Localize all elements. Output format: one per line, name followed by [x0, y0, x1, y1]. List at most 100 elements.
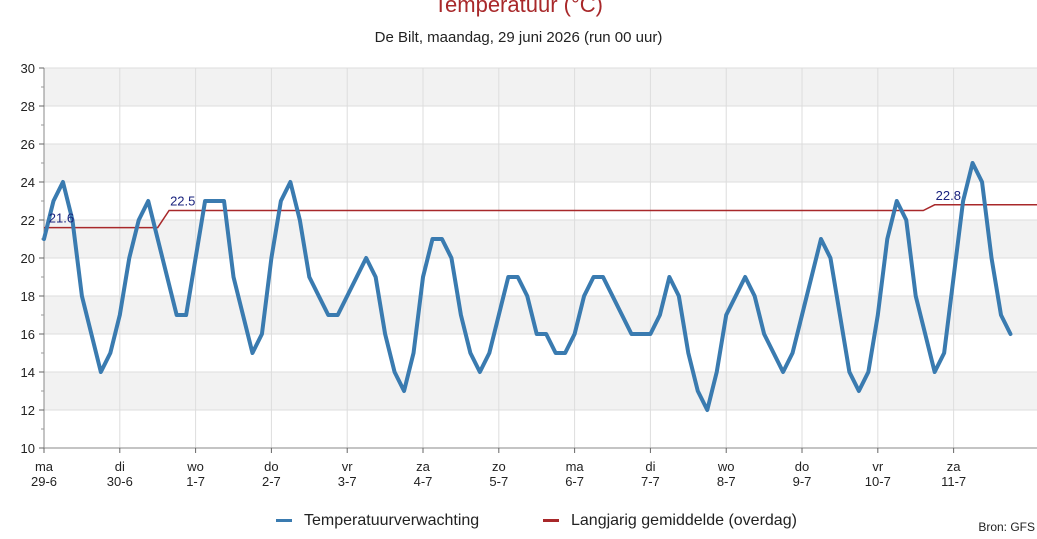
x-tick-label-day: di — [115, 459, 125, 474]
forecast-point — [232, 275, 235, 279]
average-label: 22.8 — [936, 188, 961, 203]
forecast-point — [251, 351, 254, 355]
forecast-point — [1009, 332, 1012, 336]
x-tick-label-day: vr — [872, 459, 884, 474]
forecast-point — [355, 275, 358, 279]
forecast-point — [810, 275, 813, 279]
x-tick-label-day: zo — [492, 459, 506, 474]
forecast-point — [270, 256, 273, 260]
forecast-point — [383, 332, 387, 336]
forecast-point — [772, 351, 775, 355]
y-tick-label: 16 — [21, 327, 35, 342]
forecast-point — [819, 237, 823, 241]
forecast-point — [999, 313, 1003, 317]
forecast-point — [279, 199, 283, 203]
forecast-point — [52, 199, 55, 203]
forecast-point — [971, 161, 974, 165]
forecast-point — [336, 313, 339, 317]
y-tick-label: 14 — [21, 365, 35, 380]
grid-band — [44, 296, 1037, 334]
forecast-point — [516, 275, 519, 279]
forecast-point — [308, 275, 311, 279]
y-tick-label: 24 — [21, 175, 35, 190]
y-tick-label: 26 — [21, 137, 35, 152]
x-tick-label-date: 8-7 — [717, 474, 736, 489]
forecast-point — [961, 199, 965, 203]
forecast-point — [554, 351, 557, 355]
x-tick-label-day: za — [947, 459, 962, 474]
forecast-point — [791, 351, 794, 355]
forecast-point — [715, 370, 718, 374]
forecast-point — [80, 294, 84, 298]
chart-subtitle: De Bilt, maandag, 29 juni 2026 (run 00 u… — [374, 29, 663, 46]
forecast-point — [222, 199, 226, 203]
x-tick-label-date: 10-7 — [865, 474, 891, 489]
forecast-point — [175, 313, 178, 317]
legend-label-forecast: Temperatuurverwachting — [304, 512, 480, 529]
forecast-point — [687, 351, 690, 355]
forecast-point — [260, 332, 264, 336]
legend-item-average: Langjarig gemiddelde (overdag) — [543, 512, 797, 530]
forecast-point — [696, 389, 699, 393]
forecast-point — [563, 351, 567, 355]
forecast-point — [469, 351, 472, 355]
forecast-point — [914, 294, 917, 298]
forecast-point — [450, 256, 453, 260]
forecast-point — [61, 180, 65, 184]
forecast-point — [128, 256, 131, 260]
x-tick-label-date: 1-7 — [186, 474, 205, 489]
forecast-point — [867, 370, 870, 374]
forecast-point — [374, 275, 377, 279]
forecast-point — [876, 313, 880, 317]
forecast-point — [203, 199, 207, 203]
forecast-point — [298, 218, 302, 222]
chart-title: Temperatuur (°C) — [434, 0, 603, 17]
forecast-point — [137, 218, 140, 222]
forecast-point — [317, 294, 320, 298]
forecast-point — [630, 332, 633, 336]
forecast-point — [668, 275, 671, 279]
forecast-point — [241, 313, 245, 317]
forecast-point — [573, 332, 576, 336]
x-tick-label-date: 5-7 — [489, 474, 508, 489]
x-tick-label-date: 3-7 — [338, 474, 357, 489]
forecast-point — [677, 294, 681, 298]
x-tick-label-date: 6-7 — [565, 474, 584, 489]
grid-band — [44, 68, 1037, 106]
forecast-point — [184, 313, 188, 317]
forecast-point — [109, 351, 112, 355]
forecast-point — [459, 313, 463, 317]
x-tick-label-date: 2-7 — [262, 474, 281, 489]
forecast-point — [838, 313, 842, 317]
forecast-point — [649, 332, 652, 336]
forecast-point — [905, 218, 908, 222]
source-label: Bron: GFS — [978, 520, 1035, 534]
forecast-point — [90, 332, 93, 336]
forecast-point — [71, 218, 74, 222]
y-tick-label: 20 — [21, 251, 35, 266]
x-tick-label-date: 30-6 — [107, 474, 133, 489]
forecast-point — [639, 332, 643, 336]
x-tick-label-day: ma — [566, 459, 585, 474]
forecast-point — [118, 313, 122, 317]
grid-band — [44, 144, 1037, 182]
legend-label-average: Langjarig gemiddelde (overdag) — [571, 512, 797, 529]
forecast-point — [213, 199, 216, 203]
forecast-point — [725, 313, 728, 317]
forecast-point — [42, 237, 46, 241]
forecast-point — [327, 313, 330, 317]
forecast-point — [762, 332, 766, 336]
forecast-point — [990, 256, 993, 260]
x-tick-label-date: 9-7 — [793, 474, 812, 489]
y-tick-label: 18 — [21, 289, 35, 304]
forecast-point — [440, 237, 444, 241]
legend-swatch-forecast — [276, 519, 292, 523]
x-tick-label-day: za — [416, 459, 431, 474]
y-tick-label: 28 — [21, 99, 35, 114]
forecast-point — [421, 275, 425, 279]
grid-band — [44, 220, 1037, 258]
forecast-point — [431, 237, 434, 241]
forecast-point — [829, 256, 832, 260]
forecast-point — [895, 199, 898, 203]
forecast-point — [156, 237, 159, 241]
